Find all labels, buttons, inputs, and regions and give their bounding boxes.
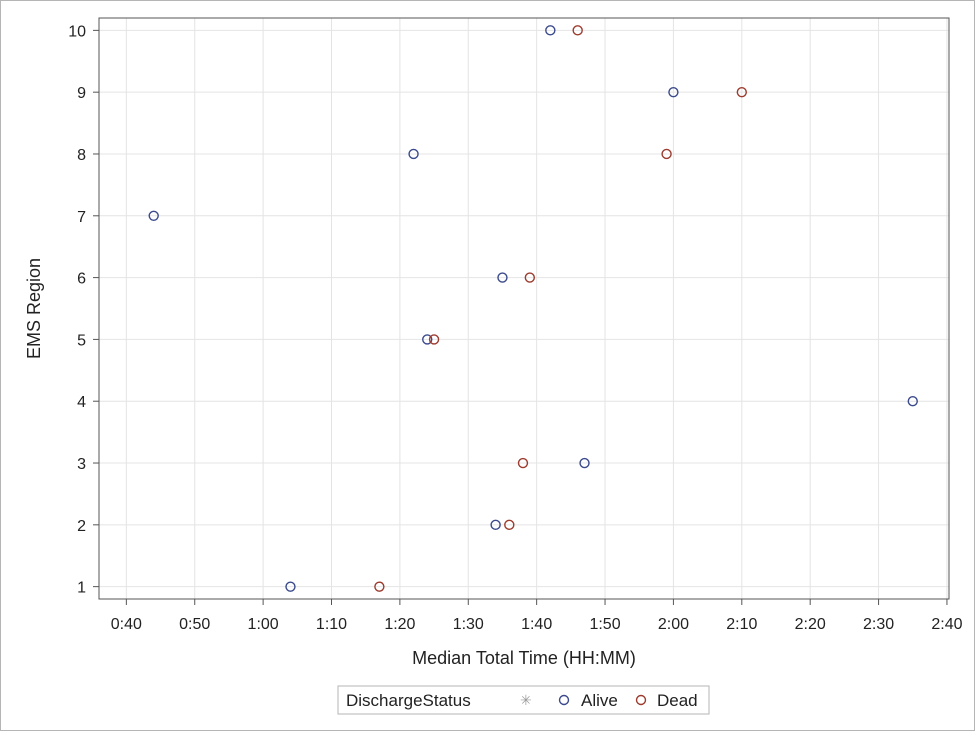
x-tick-label: 0:40 [111,616,142,633]
legend-box [337,685,710,715]
point-dead [374,581,385,592]
y-tick-label: 7 [77,209,86,226]
x-tick-label: 0:50 [179,616,210,633]
y-axis-label: EMS Region [24,258,44,359]
legend-marker-alive [558,694,570,706]
point-alive [408,148,419,160]
legend: DischargeStatus ✳ Alive Dead [337,685,710,715]
point-dead [504,519,515,531]
y-tick-label: 8 [77,147,86,164]
legend-items: Alive Dead [558,691,698,710]
y-tick-label: 4 [77,394,86,411]
x-tick-label: 2:30 [863,616,894,633]
point-alive [579,457,590,469]
point-alive [497,272,508,283]
point-alive [907,396,918,407]
x-tick-label: 1:00 [248,616,279,633]
y-tick-label: 10 [68,23,86,40]
point-alive [285,581,296,592]
point-dead [572,25,583,36]
x-tick-label: 1:20 [384,616,415,633]
y-tick-label: 3 [77,456,86,473]
x-tick-label: 1:30 [453,616,484,633]
legend-marker-dead [635,694,647,706]
point-alive [668,86,679,98]
y-tick-label: 6 [77,271,86,288]
point-dead [661,148,672,160]
y-tick-label: 5 [77,332,86,349]
grid-layer [99,18,949,599]
x-tick-label: 1:40 [521,616,552,633]
x-tick-label: 2:40 [931,616,962,633]
points-layer [148,25,918,592]
legend-missing-symbol: ✳ [520,693,532,709]
point-alive [545,25,556,36]
x-tick-label: 2:20 [795,616,826,633]
legend-label-dead: Dead [657,691,698,710]
point-alive [148,210,159,221]
x-tick-label: 2:00 [658,616,689,633]
point-dead [524,272,536,283]
point-dead [517,457,529,469]
axis-layer: 0:40 0:50 1:00 1:10 1:20 1:30 1:40 1:50 2:00 2:10… [68,23,962,633]
y-tick-label: 1 [77,580,86,597]
point-alive [422,334,433,345]
point-alive [490,519,501,531]
x-tick-label: 1:50 [589,616,620,633]
y-tick-label: 9 [77,85,86,102]
legend-title: DischargeStatus [346,691,471,710]
x-tick-label: 1:10 [316,616,347,633]
x-axis-label: Median Total Time (HH:MM) [412,648,636,668]
point-dead [428,334,440,345]
plot-area-border [98,17,950,600]
y-tick-label: 2 [77,518,86,535]
point-dead [736,86,747,98]
x-tick-label: 2:10 [726,616,757,633]
legend-label-alive: Alive [581,691,618,710]
